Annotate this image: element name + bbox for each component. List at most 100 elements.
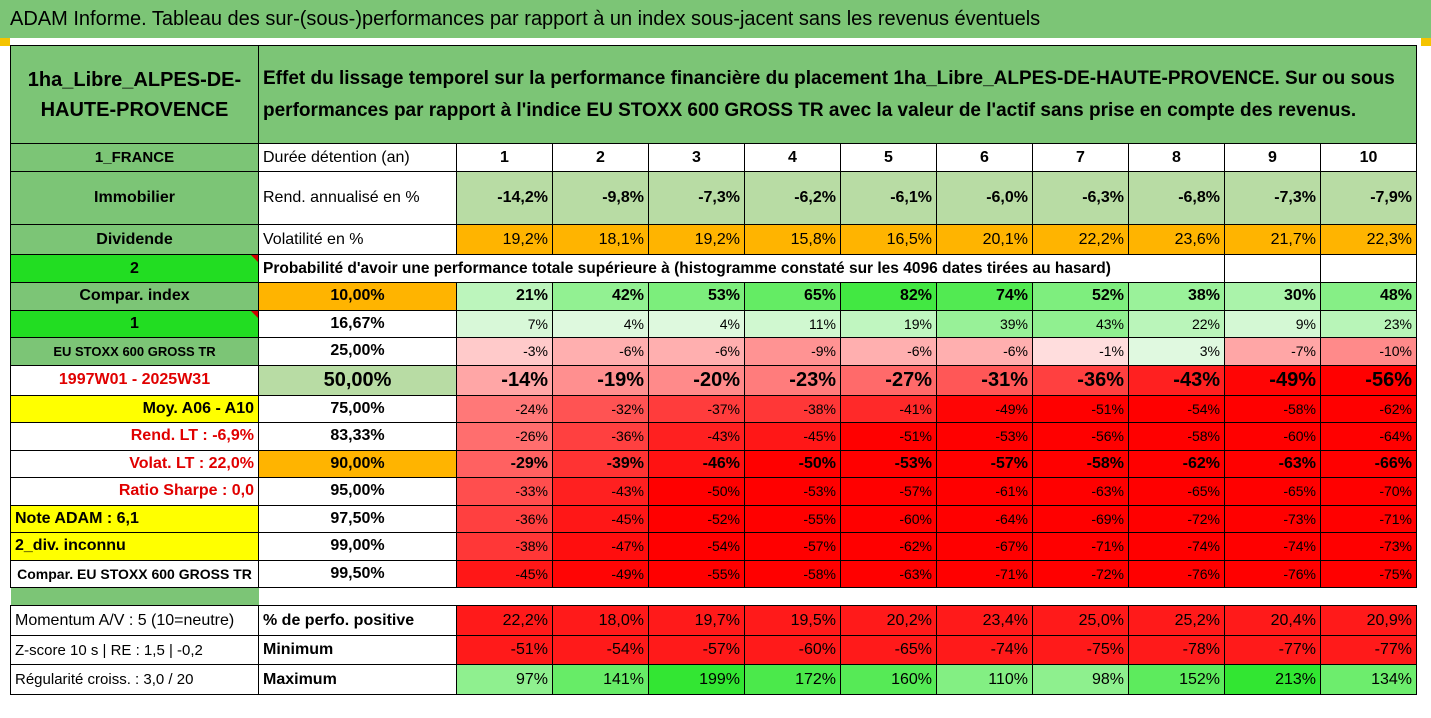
percentile-value-cell: 43% <box>1032 309 1129 338</box>
percentile-value-cell: 22% <box>1128 309 1225 338</box>
rend-cell: -7,9% <box>1320 171 1417 225</box>
rend-lt-label: Rend. LT : -6,9% <box>10 422 259 451</box>
volat-cell: 22,2% <box>1032 224 1129 255</box>
percentile-value-cell: -49% <box>552 559 649 588</box>
perf-pos-cell: 20,4% <box>1224 605 1321 636</box>
perf-pos-row: Momentum A/V : 5 (10=neutre)% de perfo. … <box>10 605 1417 636</box>
rend-row: Immobilier Rend. annualisé en % -14,2% -9,8… <box>10 171 1417 225</box>
percentile-row: 1997W01 - 2025W31 50,00% -14% -19% -20% -23% -… <box>10 364 1417 396</box>
perf-pos-cell: 19,7% <box>648 605 745 636</box>
header-row: 1ha_Libre_ALPES-DE- HAUTE-PROVENCE Effet… <box>10 45 1417 144</box>
percentile-row: Moy. A06 - A10 75,00% -24% -32% -37% -38% -41%… <box>10 394 1417 423</box>
percentile-value-cell: -14% <box>456 364 553 396</box>
description-line1: Effet du lissage temporel sur la perform… <box>263 67 1395 89</box>
minimum-row: Z-score 10 s | RE : 1,5 | -0,2 Minimum -51… <box>10 635 1417 665</box>
volat-cell: 16,5% <box>840 224 937 255</box>
minimum-cell: -60% <box>744 635 841 665</box>
percentile-row: Rend. LT : -6,9% 83,33% -26% -36% -43% -45% -5… <box>10 422 1417 451</box>
minimum-label: Minimum <box>258 635 457 665</box>
percentile-value-cell: -45% <box>552 504 649 533</box>
rend-cell: -9,8% <box>552 171 649 225</box>
percentile-value-cell: -52% <box>648 504 745 533</box>
fund-name-line1: 1ha_Libre_ALPES-DE- <box>27 68 242 91</box>
year-header: 1 <box>456 143 553 172</box>
volat-cell: 18,1% <box>552 224 649 255</box>
percentile-value-cell: 11% <box>744 309 841 338</box>
sharpe-label: Ratio Sharpe : 0,0 <box>10 477 259 506</box>
perf-pos-cell: 22,2% <box>456 605 553 636</box>
perf-pos-cell: 25,2% <box>1128 605 1225 636</box>
percentile-value-cell: -37% <box>648 394 745 423</box>
rend-label: Rend. annualisé en % <box>258 171 457 225</box>
percentile-value-cell: -56% <box>1032 422 1129 451</box>
rend-cell: -7,3% <box>1224 171 1321 225</box>
percentile-value-cell: -20% <box>648 364 745 396</box>
percentile-value-cell: -1% <box>1032 337 1129 366</box>
minimum-cell: -54% <box>552 635 649 665</box>
percentile-value-cell: -76% <box>1224 559 1321 588</box>
minimum-cell: -77% <box>1320 635 1417 665</box>
percentile-value-cell: -61% <box>936 477 1033 506</box>
percentile-value-cell: -76% <box>1128 559 1225 588</box>
performance-table: 1ha_Libre_ALPES-DE- HAUTE-PROVENCE Effet… <box>10 45 1417 695</box>
percentile-value-cell: -51% <box>840 422 937 451</box>
percentile-value-cell: -55% <box>744 504 841 533</box>
year-header: 5 <box>840 143 937 172</box>
maximum-cell: 141% <box>552 664 649 695</box>
percentile-value-cell: -33% <box>456 477 553 506</box>
volat-cell: 20,1% <box>936 224 1033 255</box>
percentile-value-cell: -62% <box>840 532 937 561</box>
percentile-value-cell: 39% <box>936 309 1033 338</box>
percentile-value-cell: -56% <box>1320 364 1417 396</box>
percentile-value-cell: -57% <box>744 532 841 561</box>
percentile-value-cell: -43% <box>648 422 745 451</box>
percentile-value-cell: 7% <box>456 309 553 338</box>
percentile-value-cell: -29% <box>456 449 553 478</box>
percentile-value-cell: -73% <box>1224 504 1321 533</box>
zscore-label: Z-score 10 s | RE : 1,5 | -0,2 <box>10 635 259 665</box>
year-header: 7 <box>1032 143 1129 172</box>
percentile-value-cell: -53% <box>744 477 841 506</box>
percentile-value-cell: -32% <box>552 394 649 423</box>
rend-cell: -6,0% <box>936 171 1033 225</box>
percentile-label: 10,00% <box>258 282 457 311</box>
div-label: 2_div. inconnu <box>10 532 259 561</box>
volat-lt-label: Volat. LT : 22,0% <box>10 449 259 478</box>
percentile-value-cell: -65% <box>1224 477 1321 506</box>
percentile-value-cell: -54% <box>648 532 745 561</box>
compar-full-label: Compar. EU STOXX 600 GROSS TR <box>10 559 259 588</box>
rend-cell: -7,3% <box>648 171 745 225</box>
percentile-label: 90,00% <box>258 449 457 478</box>
percentile-value-cell: 74% <box>936 282 1033 311</box>
percentile-value-cell: -71% <box>1320 504 1417 533</box>
percentile-value-cell: -71% <box>936 559 1033 588</box>
percentile-value-cell: -43% <box>552 477 649 506</box>
maximum-cell: 160% <box>840 664 937 695</box>
years-row: 1_FRANCE Durée détention (an) 1 2 3 4 5 6 7 8 9 10 <box>10 143 1417 172</box>
percentile-label: 75,00% <box>258 394 457 423</box>
percentile-value-cell: -36% <box>1032 364 1129 396</box>
percentile-value-cell: -73% <box>1320 532 1417 561</box>
percentile-value-cell: 65% <box>744 282 841 311</box>
percentile-label: 50,00% <box>258 364 457 396</box>
maximum-cell: 97% <box>456 664 553 695</box>
maximum-label: Maximum <box>258 664 457 695</box>
volat-label: Volatilité en % <box>258 224 457 255</box>
percentile-value-cell: -69% <box>1032 504 1129 533</box>
percentile-value-cell: -36% <box>552 422 649 451</box>
perf-pos-cell: 20,9% <box>1320 605 1417 636</box>
percentile-value-cell: -54% <box>1128 394 1225 423</box>
percentile-value-cell: -65% <box>1128 477 1225 506</box>
percentile-row: EU STOXX 600 GROSS TR 25,00% -3% -6% -6% -9% -… <box>10 337 1417 366</box>
description-cell: Effet du lissage temporel sur la perform… <box>258 45 1417 144</box>
percentile-row: 2_div. inconnu 99,00% -38% -47% -54% -57% -62%… <box>10 532 1417 561</box>
percentile-value-cell: -10% <box>1320 337 1417 366</box>
percentile-value-cell: -41% <box>840 394 937 423</box>
percentile-value-cell: -64% <box>936 504 1033 533</box>
percentile-label: 97,50% <box>258 504 457 533</box>
prob-label: Probabilité d'avoir une performance tota… <box>258 254 1225 283</box>
percentile-value-cell: -66% <box>1320 449 1417 478</box>
percentile-value-cell: -71% <box>1032 532 1129 561</box>
moy-label: Moy. A06 - A10 <box>10 394 259 423</box>
percentile-value-cell: -63% <box>1032 477 1129 506</box>
